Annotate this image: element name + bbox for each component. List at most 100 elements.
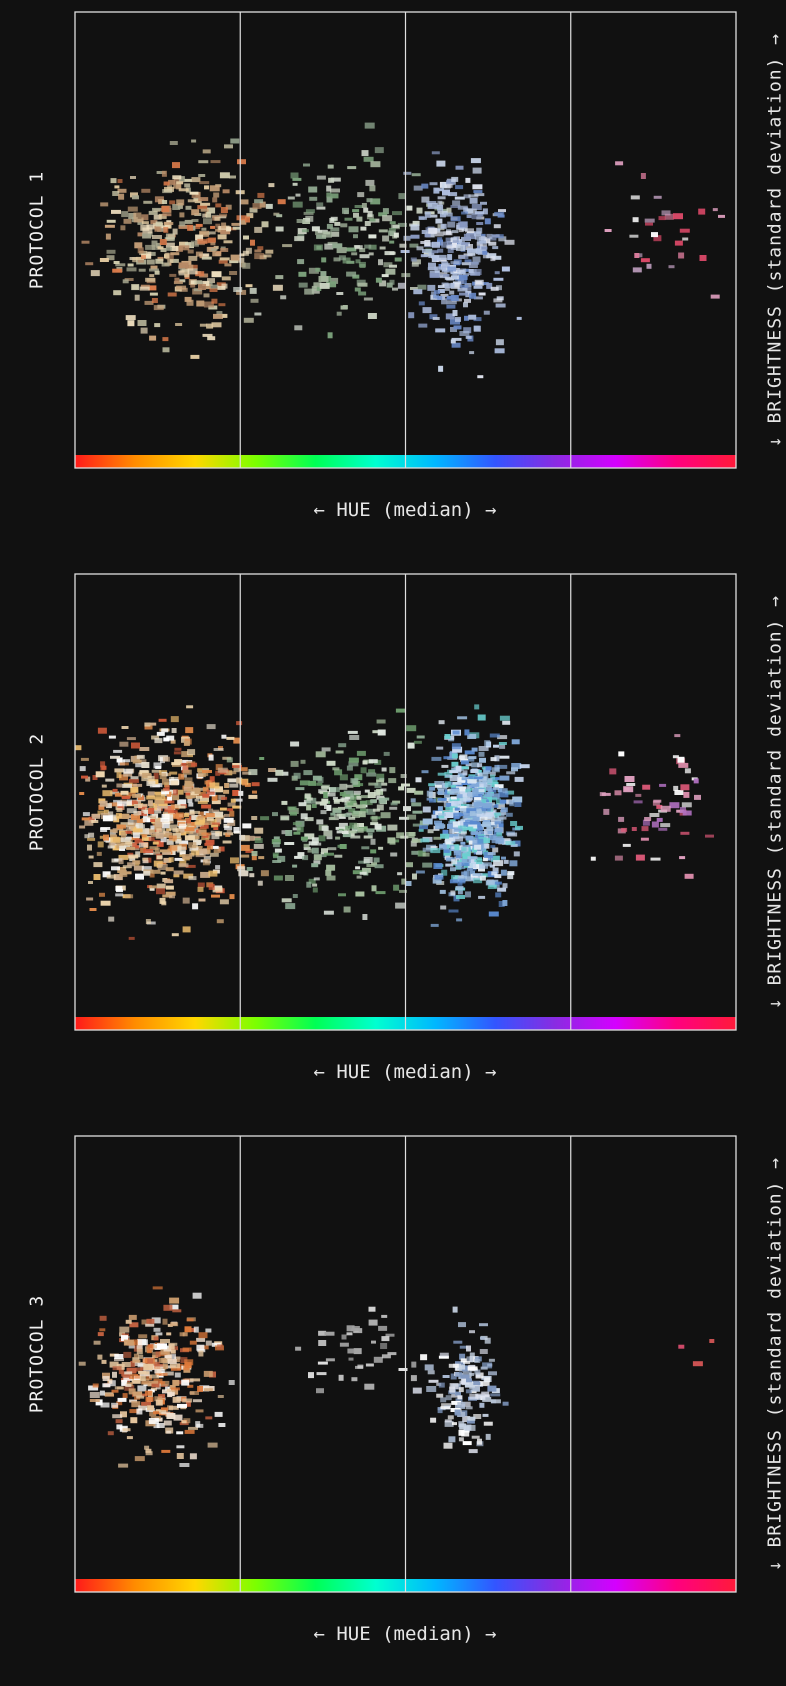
thumbnail-point [121, 796, 130, 800]
thumbnail-point [116, 1401, 123, 1406]
thumbnail-point [154, 1368, 162, 1374]
thumbnail-point [221, 222, 227, 229]
thumbnail-point [199, 822, 209, 829]
thumbnail-point [320, 271, 327, 277]
thumbnail-point [452, 781, 462, 785]
thumbnail-point [489, 236, 497, 241]
thumbnail-point [326, 760, 336, 766]
thumbnail-point [130, 786, 139, 793]
thumbnail-point [489, 864, 495, 868]
thumbnail-point [426, 201, 437, 204]
thumbnail-point [455, 786, 466, 793]
thumbnail-point [245, 216, 250, 223]
thumbnail-point [481, 246, 488, 250]
thumbnail-point [129, 856, 136, 862]
thumbnail-point [355, 891, 365, 897]
thumbnail-point [357, 827, 364, 833]
thumbnail-point [458, 1421, 465, 1428]
thumbnail-point [153, 762, 162, 769]
thumbnail-point [195, 271, 205, 277]
thumbnail-point [196, 795, 202, 799]
thumbnail-point [161, 814, 170, 819]
thumbnail-point [198, 898, 206, 902]
thumbnail-point [356, 875, 362, 879]
thumbnail-point [232, 765, 242, 768]
thumbnail-point [154, 323, 161, 328]
thumbnail-point [469, 1356, 479, 1363]
thumbnail-point [155, 221, 163, 227]
thumbnail-point [213, 245, 219, 249]
thumbnail-point [450, 261, 460, 265]
thumbnail-point [466, 215, 472, 218]
thumbnail-point [232, 790, 240, 796]
thumbnail-point [84, 834, 90, 839]
thumbnail-point [454, 807, 460, 811]
thumbnail-point [272, 852, 279, 857]
thumbnail-point [494, 817, 504, 823]
thumbnail-point [459, 331, 470, 336]
thumbnail-point [479, 1349, 488, 1354]
thumbnail-point [155, 832, 164, 839]
thumbnail-point [373, 1356, 383, 1363]
thumbnail-point [457, 205, 468, 210]
thumbnail-point [492, 867, 499, 874]
thumbnail-point [203, 1388, 213, 1392]
thumbnail-point [245, 848, 254, 853]
thumbnail-point [281, 800, 288, 805]
thumbnail-point [285, 830, 293, 836]
thumbnail-point [109, 802, 119, 807]
thumbnail-point [272, 842, 280, 848]
thumbnail-point [374, 823, 382, 830]
thumbnail-point [311, 285, 317, 291]
thumbnail-point [346, 247, 357, 252]
thumbnail-point [217, 215, 227, 219]
thumbnail-point [487, 884, 497, 889]
protocol-1-y-axis-label: ↓ BRIGHTNESS (standard deviation) → [764, 32, 786, 448]
thumbnail-point [313, 877, 320, 881]
thumbnail-point [134, 804, 143, 808]
thumbnail-point [112, 1414, 123, 1419]
thumbnail-point [464, 729, 470, 736]
thumbnail-point [485, 1433, 491, 1440]
thumbnail-point [452, 825, 463, 832]
thumbnail-point [126, 1436, 133, 1440]
thumbnail-point [149, 1380, 159, 1384]
thumbnail-point [382, 215, 393, 222]
thumbnail-point [462, 1371, 472, 1378]
thumbnail-point [472, 167, 482, 174]
thumbnail-point [356, 216, 363, 222]
thumbnail-point [626, 783, 636, 786]
thumbnail-point [660, 823, 671, 828]
thumbnail-point [208, 754, 214, 761]
thumbnail-point [153, 860, 163, 867]
thumbnail-point [464, 298, 471, 303]
thumbnail-point [381, 1336, 390, 1342]
thumbnail-point [414, 790, 424, 795]
thumbnail-point [429, 786, 436, 791]
thumbnail-point [465, 1389, 472, 1394]
thumbnail-point [240, 844, 250, 851]
thumbnail-point [202, 859, 210, 866]
thumbnail-point [340, 797, 346, 801]
thumbnail-point [129, 1409, 140, 1414]
thumbnail-point [152, 207, 162, 211]
thumbnail-point [122, 1393, 128, 1399]
thumbnail-point [213, 827, 219, 830]
thumbnail-point [139, 747, 150, 751]
thumbnail-point [447, 221, 456, 228]
thumbnail-point [236, 777, 243, 784]
thumbnail-point [487, 831, 493, 834]
thumbnail-point [201, 832, 212, 836]
thumbnail-point [196, 1423, 204, 1428]
thumbnail-point [257, 246, 264, 251]
thumbnail-point [397, 222, 407, 227]
thumbnail-point [455, 784, 463, 788]
thumbnail-point [232, 763, 242, 766]
thumbnail-point [206, 323, 214, 329]
thumbnail-point [460, 758, 469, 762]
thumbnail-point [236, 721, 243, 726]
thumbnail-point [306, 797, 317, 804]
thumbnail-point [469, 1393, 479, 1400]
thumbnail-point [254, 253, 265, 260]
thumbnail-point [162, 1389, 169, 1394]
